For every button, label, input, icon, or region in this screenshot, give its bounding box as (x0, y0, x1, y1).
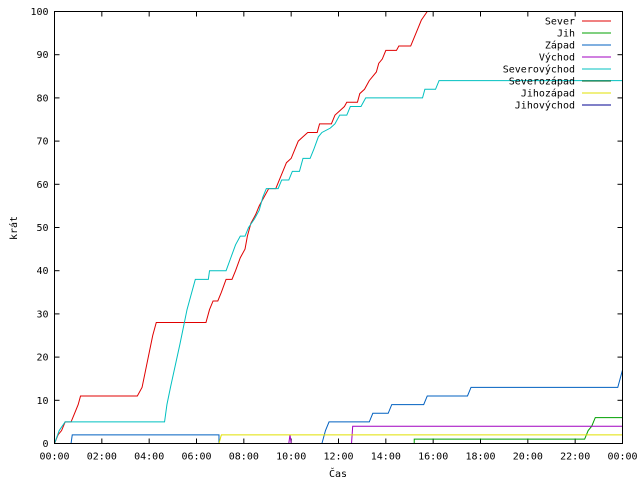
y-tick-label: 100 (30, 7, 48, 18)
x-tick-label: 12:00 (323, 452, 353, 463)
y-tick-label: 70 (36, 137, 48, 148)
legend-label-sever: Sever (545, 17, 575, 28)
x-tick-label: 08:00 (229, 452, 259, 463)
x-tick-label: 16:00 (418, 452, 448, 463)
legend-label-jihovychod: Jihovýchod (515, 100, 575, 112)
y-axis-ticks: 0 10 20 30 40 50 60 70 80 90 100 (30, 7, 623, 450)
y-tick-label: 90 (36, 50, 48, 61)
y-tick-label: 0 (42, 439, 48, 450)
x-tick-label: 04:00 (134, 452, 164, 463)
series-line-zapad (54, 369, 623, 444)
legend-label-jihozapad: Jihozápad (521, 88, 575, 100)
legend-label-zapad: Západ (545, 40, 575, 52)
plot-frame (54, 11, 623, 444)
x-tick-label: 00:00 (39, 452, 69, 463)
series-line-severovychod (54, 80, 623, 444)
y-tick-label: 80 (36, 93, 48, 104)
x-tick-label: 18:00 (465, 452, 495, 463)
y-tick-label: 60 (36, 180, 48, 191)
x-tick-label: 06:00 (181, 452, 211, 463)
legend-label-severovychod: Severovýchod (503, 64, 575, 76)
y-tick-label: 50 (36, 223, 48, 234)
y-tick-label: 10 (36, 396, 48, 407)
x-tick-label: 14:00 (371, 452, 401, 463)
y-tick-label: 20 (36, 353, 48, 364)
x-axis-title: Čas (329, 467, 347, 480)
legend-label-vychod: Východ (539, 52, 575, 64)
y-tick-label: 40 (36, 266, 48, 277)
x-axis-ticks: 00:00 02:00 04:00 06:00 08:00 10:00 12:00 14:00… (39, 11, 638, 463)
legend-label-jih: Jih (557, 29, 575, 40)
x-tick-label: 20:00 (513, 452, 543, 463)
y-tick-label: 30 (36, 309, 48, 320)
legend: SeverJihZápadVýchodSeverovýchodSeverozáp… (503, 17, 611, 112)
legend-label-severozapad: Severozápad (509, 76, 575, 88)
x-tick-label: 02:00 (87, 452, 117, 463)
y-axis-title: krát (8, 216, 20, 240)
x-tick-label: 10:00 (276, 452, 306, 463)
x-tick-label: 22:00 (560, 452, 590, 463)
x-tick-label: 00:00 (607, 452, 637, 463)
